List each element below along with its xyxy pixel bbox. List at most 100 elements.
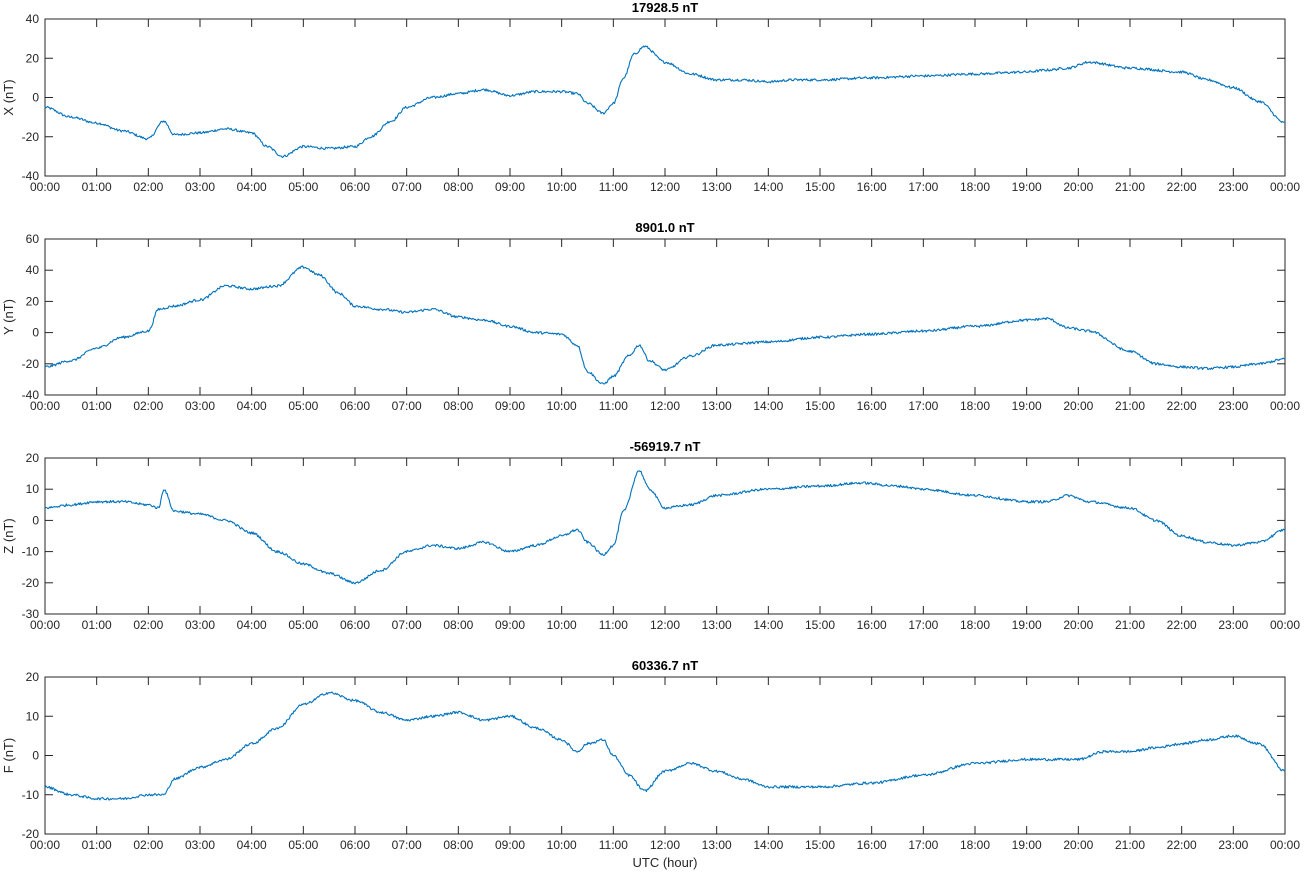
x-tick-label: 10:00: [547, 618, 577, 632]
x-tick-label: 15:00: [805, 399, 835, 413]
x-tick-label: 01:00: [82, 618, 112, 632]
x-tick-label: 22:00: [1167, 180, 1197, 194]
x-tick-label: 09:00: [495, 399, 525, 413]
x-tick-label: 02:00: [133, 399, 163, 413]
y-axis-label: F (nT): [1, 738, 16, 773]
x-tick-label: 14:00: [753, 838, 783, 852]
panel-title: 60336.7 nT: [632, 658, 699, 673]
y-tick-label: 60: [26, 232, 40, 246]
x-tick-label: 03:00: [185, 618, 215, 632]
y-tick-label: -40: [22, 169, 40, 183]
x-tick-label: 09:00: [495, 618, 525, 632]
x-tick-label: 11:00: [599, 399, 628, 413]
x-tick-label: 13:00: [702, 399, 732, 413]
x-tick-label: 17:00: [908, 618, 938, 632]
axes-box: [44, 676, 1286, 835]
y-tick-label: 0: [32, 326, 39, 340]
x-tick-label: 00:00: [30, 838, 60, 852]
x-tick-label: 18:00: [960, 838, 990, 852]
x-tick-label: 23:00: [1218, 180, 1248, 194]
x-tick-label: 00:00: [1270, 838, 1300, 852]
series-line-0: [44, 265, 1286, 385]
x-axis-label: UTC (hour): [632, 855, 697, 870]
x-tick-label: 08:00: [443, 838, 473, 852]
series-line-0: [44, 470, 1286, 585]
y-tick-label: -20: [22, 357, 40, 371]
x-tick-label: 03:00: [185, 399, 215, 413]
y-tick-label: 20: [26, 670, 40, 684]
x-tick-label: 06:00: [340, 838, 370, 852]
x-tick-label: 22:00: [1167, 838, 1197, 852]
axes-box: [44, 457, 1286, 615]
x-tick-label: 23:00: [1218, 399, 1248, 413]
x-tick-label: 03:00: [185, 180, 215, 194]
x-tick-label: 08:00: [443, 618, 473, 632]
x-tick-label: 18:00: [960, 180, 990, 194]
x-tick-label: 05:00: [288, 618, 318, 632]
y-tick-label: 20: [26, 51, 40, 65]
x-tick-label: 23:00: [1218, 618, 1248, 632]
x-tick-label: 09:00: [495, 838, 525, 852]
panel-title: -56919.7 nT: [630, 439, 701, 454]
panel-1: 00:00 01:00 02:00 03:00 04:00 05:00 06:00 07:00…: [1, 220, 1300, 413]
y-tick-label: 10: [26, 482, 40, 496]
x-tick-label: 00:00: [1270, 399, 1300, 413]
x-tick-label: 19:00: [1012, 399, 1042, 413]
x-tick-label: 04:00: [237, 838, 267, 852]
x-tick-label: 19:00: [1012, 838, 1042, 852]
x-tick-label: 06:00: [340, 180, 370, 194]
x-tick-label: 04:00: [237, 618, 267, 632]
x-tick-label: 15:00: [805, 838, 835, 852]
x-tick-label: 12:00: [650, 618, 680, 632]
x-tick-label: 21:00: [1115, 838, 1145, 852]
x-tick-label: 14:00: [753, 618, 783, 632]
y-tick-label: -20: [22, 827, 40, 841]
x-tick-label: 21:00: [1115, 180, 1145, 194]
x-tick-label: 13:00: [702, 618, 732, 632]
x-tick-label: 06:00: [340, 399, 370, 413]
x-tick-label: 12:00: [650, 838, 680, 852]
x-tick-label: 19:00: [1012, 618, 1042, 632]
x-tick-label: 16:00: [857, 180, 887, 194]
axes-box: [44, 18, 1286, 177]
x-tick-label: 07:00: [392, 838, 422, 852]
x-tick-label: 21:00: [1115, 618, 1145, 632]
y-axis-label: Z (nT): [1, 518, 16, 553]
y-tick-label: -10: [22, 545, 40, 559]
x-tick-label: 10:00: [547, 180, 577, 194]
y-tick-label: 0: [32, 513, 39, 527]
x-tick-label: 05:00: [288, 838, 318, 852]
x-tick-label: 21:00: [1115, 399, 1145, 413]
x-tick-label: 00:00: [1270, 618, 1300, 632]
series-line-0: [44, 691, 1286, 801]
x-tick-label: 02:00: [133, 180, 163, 194]
x-tick-label: 00:00: [1270, 180, 1300, 194]
x-tick-label: 22:00: [1167, 618, 1197, 632]
x-tick-label: 02:00: [133, 618, 163, 632]
x-tick-label: 18:00: [960, 618, 990, 632]
y-tick-label: -10: [22, 788, 40, 802]
x-tick-label: 20:00: [1063, 618, 1093, 632]
x-tick-label: 16:00: [857, 399, 887, 413]
x-tick-label: 12:00: [650, 180, 680, 194]
x-tick-label: 02:00: [133, 838, 163, 852]
x-tick-label: 00:00: [30, 399, 60, 413]
x-tick-label: 04:00: [237, 180, 267, 194]
y-tick-label: 20: [26, 294, 40, 308]
x-tick-label: 12:00: [650, 399, 680, 413]
x-tick-label: 13:00: [702, 838, 732, 852]
x-tick-label: 05:00: [288, 399, 318, 413]
x-tick-label: 17:00: [908, 399, 938, 413]
axes-box: [44, 238, 1286, 396]
x-tick-label: 14:00: [753, 399, 783, 413]
x-tick-label: 15:00: [805, 618, 835, 632]
x-tick-label: 10:00: [547, 838, 577, 852]
x-tick-label: 03:00: [185, 838, 215, 852]
x-tick-label: 15:00: [805, 180, 835, 194]
x-tick-label: 00:00: [30, 180, 60, 194]
x-tick-label: 16:00: [857, 618, 887, 632]
y-tick-label: 40: [26, 263, 40, 277]
x-tick-label: 20:00: [1063, 180, 1093, 194]
x-tick-label: 08:00: [443, 180, 473, 194]
